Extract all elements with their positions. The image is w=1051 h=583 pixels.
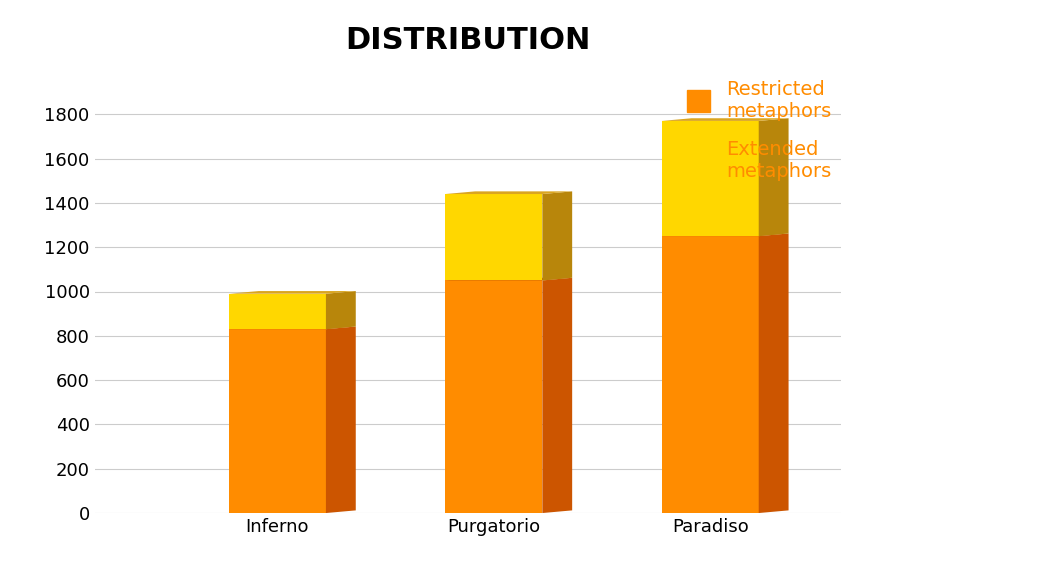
Polygon shape xyxy=(542,191,572,280)
Polygon shape xyxy=(662,121,759,236)
Polygon shape xyxy=(229,329,326,513)
Polygon shape xyxy=(662,236,759,513)
Polygon shape xyxy=(326,291,355,329)
Polygon shape xyxy=(229,294,326,329)
Polygon shape xyxy=(229,326,355,329)
Title: DISTRIBUTION: DISTRIBUTION xyxy=(345,26,591,55)
Legend: Restricted
metaphors, Extended
metaphors: Restricted metaphors, Extended metaphors xyxy=(687,80,831,181)
Polygon shape xyxy=(759,118,788,236)
Polygon shape xyxy=(229,291,355,294)
Polygon shape xyxy=(662,233,788,236)
Polygon shape xyxy=(446,280,542,513)
Polygon shape xyxy=(542,278,572,513)
Polygon shape xyxy=(446,278,572,280)
Polygon shape xyxy=(759,233,788,513)
Polygon shape xyxy=(662,118,788,121)
Polygon shape xyxy=(446,194,542,280)
Polygon shape xyxy=(446,191,572,194)
Polygon shape xyxy=(326,326,355,513)
